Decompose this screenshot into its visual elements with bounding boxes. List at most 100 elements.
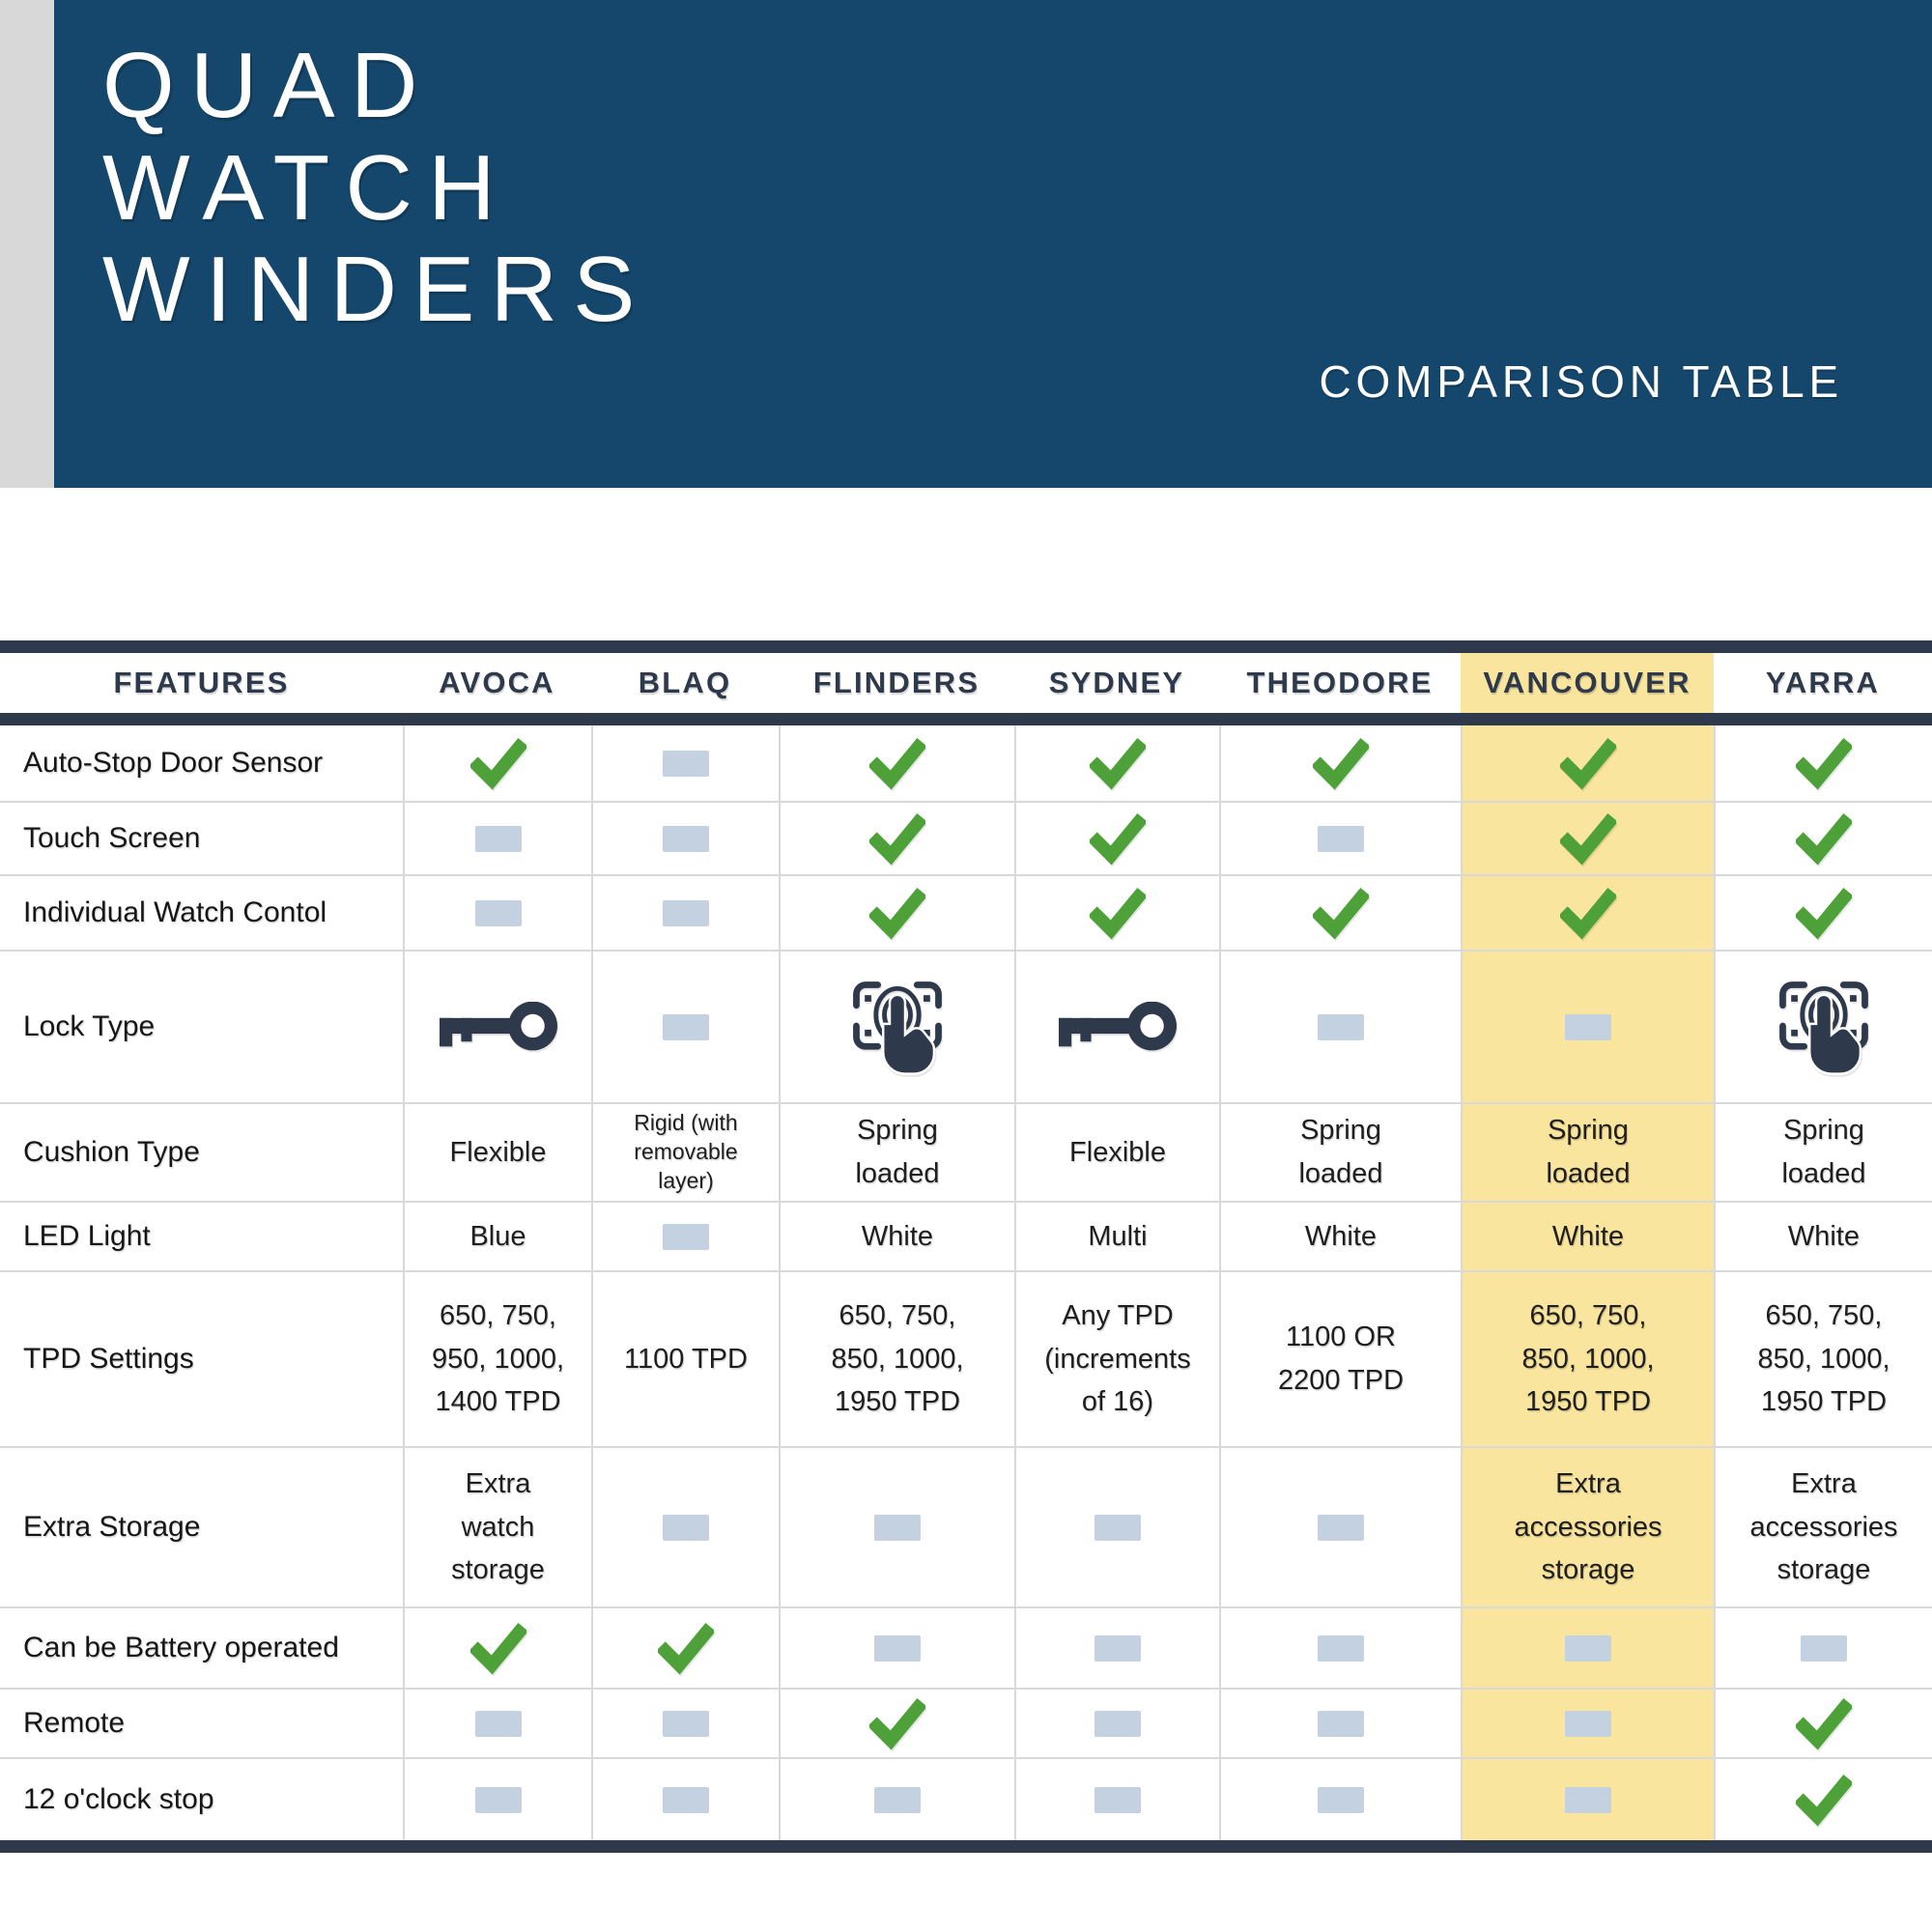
fingerprint-touch-icon <box>1768 972 1880 1082</box>
value-cell <box>591 1201 779 1270</box>
check-icon <box>1796 1695 1852 1751</box>
check-icon <box>869 1695 925 1751</box>
value-cell: Rigid (with removable layer) <box>591 1102 779 1201</box>
value-cell <box>1461 950 1714 1102</box>
dash-icon <box>1094 1710 1141 1737</box>
value-cell <box>1014 874 1219 950</box>
value-cell: Flexible <box>1014 1102 1219 1201</box>
dash-icon <box>663 750 709 777</box>
fingerprint-touch-icon <box>841 972 953 1082</box>
cell-text: Spring loaded <box>1781 1115 1866 1189</box>
column-header-avoca: AVOCA <box>439 666 555 699</box>
value-cell <box>1219 874 1461 950</box>
dash-icon <box>1318 825 1364 852</box>
feature-label: Cushion Type <box>0 1102 403 1201</box>
cell-text: Spring loaded <box>1546 1115 1631 1189</box>
value-cell: 650, 750, 850, 1000, 1950 TPD <box>1461 1270 1714 1446</box>
value-cell <box>1461 725 1714 801</box>
check-icon <box>869 735 925 791</box>
page-title: QUAD WATCH WINDERS <box>102 35 651 341</box>
value-cell <box>591 1606 779 1688</box>
value-cell: Any TPD (increments of 16) <box>1014 1270 1219 1446</box>
dash-icon <box>1565 1710 1611 1737</box>
title-line-2: WATCH <box>102 135 511 240</box>
column-header-features: FEATURES <box>113 666 290 699</box>
value-cell <box>403 1606 591 1688</box>
key-icon <box>439 1002 557 1052</box>
cell-text: Blue <box>469 1220 526 1252</box>
cell-text: White <box>1551 1220 1625 1252</box>
value-cell <box>1219 950 1461 1102</box>
dash-icon <box>874 1786 921 1813</box>
dash-icon <box>474 825 522 852</box>
value-cell <box>403 950 591 1102</box>
value-cell: Blue <box>403 1201 591 1270</box>
cell-text: Extra accessories storage <box>1514 1467 1662 1586</box>
dash-icon <box>663 1223 709 1250</box>
value-cell: White <box>1714 1201 1932 1270</box>
value-cell <box>1014 950 1219 1102</box>
value-cell <box>591 801 779 874</box>
value-cell <box>403 1757 591 1840</box>
cell-text: 650, 750, 950, 1000, 1400 TPD <box>431 1299 565 1418</box>
cell-text: 650, 750, 850, 1000, 1950 TPD <box>1757 1299 1890 1418</box>
value-cell <box>779 874 1014 950</box>
value-cell: Flexible <box>403 1102 591 1201</box>
value-cell <box>1714 1688 1932 1757</box>
page-subtitle: COMPARISON TABLE <box>1319 356 1843 407</box>
value-cell <box>1461 1757 1714 1840</box>
header-band: QUAD WATCH WINDERS COMPARISON TABLE <box>0 0 1932 488</box>
title-line-1: QUAD <box>102 34 434 137</box>
check-icon <box>1090 885 1146 941</box>
value-cell: 650, 750, 850, 1000, 1950 TPD <box>779 1270 1014 1446</box>
value-cell <box>1714 950 1932 1102</box>
dash-icon <box>663 1514 709 1541</box>
cell-text: 1100 OR 2200 TPD <box>1277 1321 1405 1396</box>
value-cell <box>403 1688 591 1757</box>
value-cell <box>779 725 1014 801</box>
value-cell <box>1219 1606 1461 1688</box>
value-cell: White <box>779 1201 1014 1270</box>
value-cell <box>1014 725 1219 801</box>
check-icon <box>1313 735 1369 791</box>
dash-icon <box>663 1013 709 1040</box>
dash-icon <box>1565 1786 1611 1813</box>
cell-text: Spring loaded <box>1298 1115 1383 1189</box>
check-icon <box>1796 810 1852 867</box>
value-cell: Spring loaded <box>1714 1102 1932 1201</box>
dash-icon <box>1565 1013 1611 1040</box>
cell-text: 650, 750, 850, 1000, 1950 TPD <box>831 1299 964 1418</box>
table-bottom-rule <box>0 1840 1932 1853</box>
value-cell <box>1219 1446 1461 1606</box>
value-cell: 1100 TPD <box>591 1270 779 1446</box>
value-cell <box>779 1606 1014 1688</box>
value-cell: White <box>1461 1201 1714 1270</box>
dash-icon <box>1094 1634 1141 1662</box>
feature-label: Auto-Stop Door Sensor <box>23 747 324 779</box>
value-cell <box>591 1688 779 1757</box>
dash-icon <box>663 899 709 926</box>
column-header-sydney: SYDNEY <box>1048 666 1185 699</box>
title-line-3: WINDERS <box>102 238 651 342</box>
cell-text: 650, 750, 850, 1000, 1950 TPD <box>1521 1299 1655 1418</box>
dash-icon <box>474 1786 522 1813</box>
feature-label: Individual Watch Contol <box>0 874 403 950</box>
value-cell <box>779 1688 1014 1757</box>
value-cell <box>1219 725 1461 801</box>
column-header-flinders: FLINDERS <box>812 666 980 699</box>
value-cell <box>1219 1688 1461 1757</box>
comparison-table: FEATURES AVOCA BLAQ FLINDERS SYDNEY THEODORE V… <box>0 640 1932 1853</box>
dash-icon <box>1801 1634 1847 1662</box>
header-bottom-rule <box>0 713 1932 725</box>
value-cell <box>591 874 779 950</box>
cell-text: Spring loaded <box>855 1115 940 1189</box>
check-icon <box>1090 810 1146 867</box>
feature-label: Extra Storage <box>0 1446 403 1606</box>
value-cell <box>1461 1688 1714 1757</box>
value-cell <box>1014 1446 1219 1606</box>
value-cell <box>1014 1757 1219 1840</box>
check-icon <box>1796 1772 1852 1828</box>
check-icon <box>469 1620 526 1676</box>
column-header-vancouver: VANCOUVER <box>1483 666 1691 699</box>
